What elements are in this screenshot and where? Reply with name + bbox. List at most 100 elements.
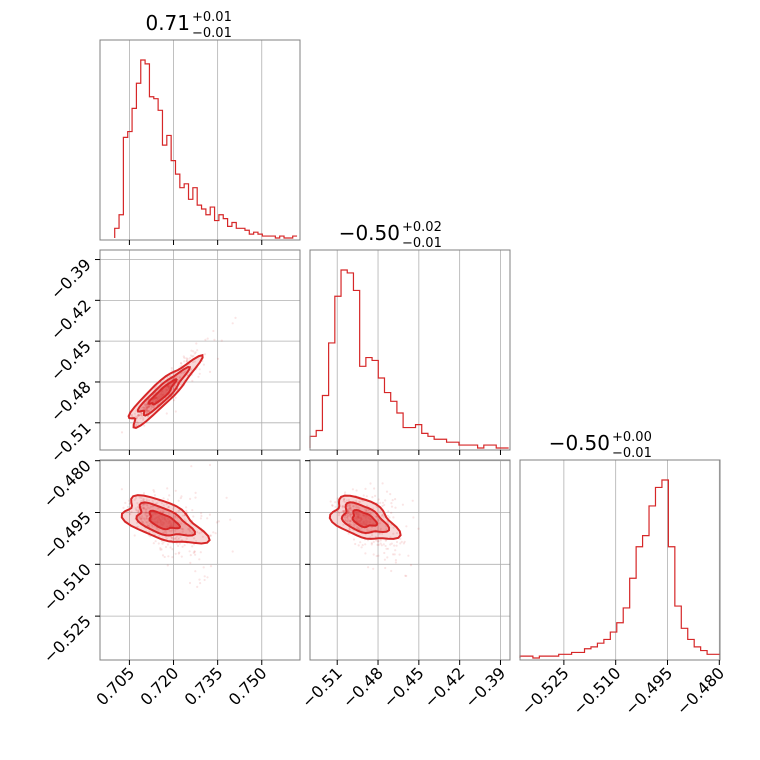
sample-point xyxy=(405,574,408,578)
contour-line xyxy=(120,494,211,545)
sample-point xyxy=(346,515,349,518)
sample-point xyxy=(146,503,149,506)
sample-point xyxy=(142,507,145,510)
sample-point xyxy=(348,510,351,514)
sample-point xyxy=(380,544,383,547)
sample-point xyxy=(193,360,196,363)
sample-point xyxy=(144,508,147,512)
sample-point xyxy=(139,516,142,519)
sample-point xyxy=(388,516,391,519)
sample-point xyxy=(386,514,389,518)
sample-point xyxy=(393,544,396,547)
sample-point xyxy=(344,491,347,494)
sample-point xyxy=(381,482,384,485)
sample-point xyxy=(203,578,206,582)
sample-point xyxy=(141,504,144,507)
sample-point xyxy=(179,497,182,500)
sample-point xyxy=(167,506,170,509)
sample-point xyxy=(145,400,148,403)
sample-point xyxy=(384,499,387,502)
sample-point xyxy=(145,517,148,520)
sample-point xyxy=(174,489,177,492)
sample-point xyxy=(152,489,155,492)
sample-point xyxy=(145,511,148,514)
sample-point xyxy=(147,405,151,408)
sample-point xyxy=(158,534,161,537)
sample-point xyxy=(146,409,149,412)
sample-point xyxy=(143,503,146,506)
sample-point xyxy=(135,509,138,512)
sample-point xyxy=(180,495,183,498)
sample-point xyxy=(372,553,375,556)
sample-point xyxy=(142,492,146,495)
sample-point xyxy=(405,525,408,528)
sample-point xyxy=(148,507,151,510)
sample-point xyxy=(399,537,402,541)
sample-point xyxy=(165,537,168,540)
sample-point xyxy=(231,550,234,553)
y-tick-label: −0.525 xyxy=(40,612,95,667)
sample-point xyxy=(344,519,347,522)
sample-point xyxy=(180,527,183,530)
sample-point xyxy=(334,501,337,504)
sample-point xyxy=(379,539,382,542)
sample-point xyxy=(157,528,160,531)
sample-point xyxy=(393,553,396,556)
sample-point xyxy=(180,362,183,365)
sample-point xyxy=(194,491,197,494)
sample-point xyxy=(143,406,146,410)
y-tick-label: −0.510 xyxy=(40,560,95,615)
sample-point xyxy=(188,550,191,553)
sample-point xyxy=(133,534,136,537)
sample-point xyxy=(371,496,374,499)
sample-point xyxy=(176,381,179,384)
sample-point xyxy=(166,543,169,546)
sample-point xyxy=(375,515,378,518)
sample-point xyxy=(153,494,156,497)
sample-point xyxy=(174,410,177,413)
sample-point xyxy=(143,404,146,407)
sample-point xyxy=(150,406,153,409)
sample-point xyxy=(348,519,351,522)
sample-point xyxy=(146,506,149,509)
sample-point xyxy=(375,515,378,518)
sample-point xyxy=(185,357,188,360)
sample-point xyxy=(392,526,395,529)
sample-point xyxy=(377,540,380,543)
sample-point xyxy=(385,490,389,493)
sample-point xyxy=(138,413,141,416)
sample-point xyxy=(145,409,149,412)
sample-point xyxy=(146,406,149,409)
sample-point xyxy=(404,574,407,577)
sample-point xyxy=(144,404,147,407)
sample-point xyxy=(139,414,142,417)
sample-point xyxy=(152,406,155,409)
sample-point xyxy=(134,497,137,500)
sample-point xyxy=(350,524,353,527)
sample-point xyxy=(371,534,374,537)
sample-point xyxy=(143,518,146,521)
sample-point xyxy=(178,376,181,379)
sample-point xyxy=(179,536,182,539)
sample-point xyxy=(135,421,139,424)
sample-point xyxy=(199,517,202,520)
sample-point xyxy=(170,536,173,539)
sample-point xyxy=(147,499,150,502)
sample-point xyxy=(342,500,345,503)
sample-point xyxy=(394,506,397,509)
sample-point xyxy=(189,357,192,360)
sample-point xyxy=(361,544,364,547)
sample-point xyxy=(204,338,207,341)
sample-point xyxy=(144,407,147,410)
sample-point xyxy=(186,374,189,377)
sample-point xyxy=(364,487,367,490)
sample-point xyxy=(343,509,346,512)
sample-point xyxy=(197,375,200,378)
sample-point xyxy=(144,510,147,514)
sample-point xyxy=(346,516,349,519)
sample-point xyxy=(173,516,176,519)
sample-point xyxy=(136,502,139,505)
sample-point xyxy=(137,510,140,513)
sample-point xyxy=(162,504,165,507)
sample-point xyxy=(200,514,203,518)
